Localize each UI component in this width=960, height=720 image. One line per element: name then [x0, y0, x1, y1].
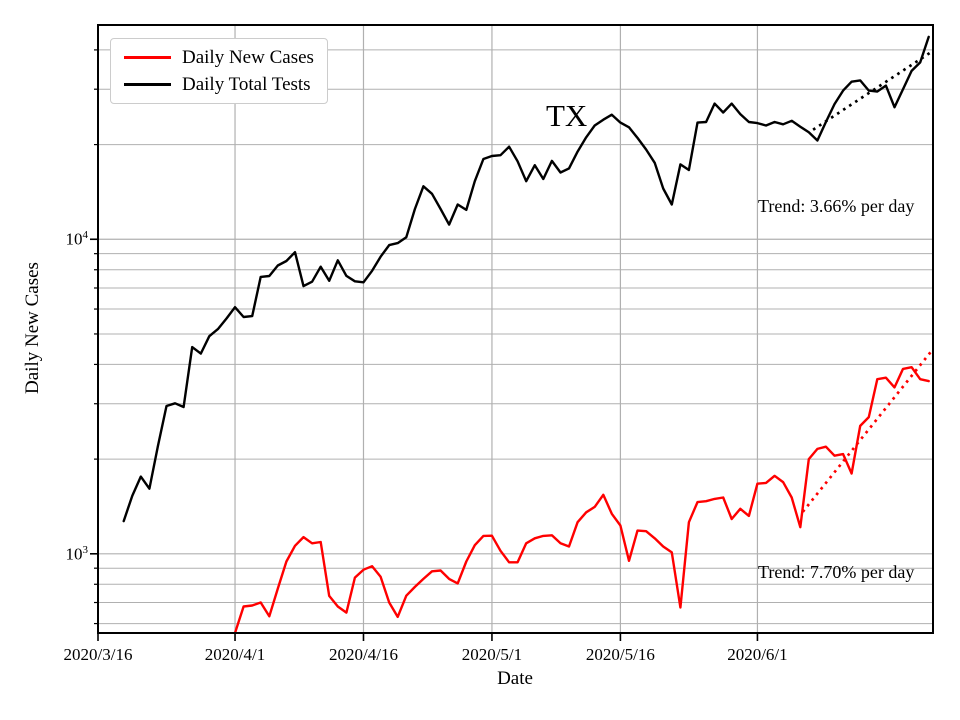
x-tick-labels: 2020/3/16 2020/4/1 2020/4/16 2020/5/1 2020/5… — [0, 645, 960, 667]
y-axis-label: Daily New Cases — [22, 262, 43, 394]
legend-entry-daily-total-tests: Daily Total Tests — [111, 75, 327, 94]
y-tick-label-1e4: 104 — [65, 229, 89, 249]
legend-label: Daily Total Tests — [182, 74, 311, 96]
x-tick-label: 2020/3/16 — [63, 645, 133, 664]
x-axis-label: Date — [497, 668, 533, 689]
x-tick-label: 2020/4/1 — [204, 645, 266, 664]
legend: Daily New Cases Daily Total Tests — [110, 38, 328, 104]
x-tick-label: 2020/4/16 — [329, 645, 398, 664]
x-tick-label: 2020/6/1 — [727, 645, 788, 664]
series-daily-new-cases — [233, 366, 930, 633]
legend-entry-daily-new-cases: Daily New Cases — [111, 48, 327, 67]
x-tick-label: 2020/5/1 — [461, 645, 523, 664]
x-tick-label: 2020/5/16 — [585, 645, 655, 664]
axes-frame — [97, 24, 934, 634]
legend-line-red — [124, 55, 171, 59]
legend-label: Daily New Cases — [182, 46, 314, 68]
trend-line-daily-new-cases — [801, 351, 932, 513]
region-label: TX — [546, 98, 588, 133]
y-tick-label-1e3: 103 — [65, 544, 89, 564]
tests-trend-annotation: Trend: 3.66% per day — [758, 196, 915, 216]
legend-line-black — [124, 83, 171, 87]
cases-trend-annotation: Trend: 7.70% per day — [758, 562, 915, 582]
series-daily-total-tests — [122, 35, 930, 523]
trend-line-daily-total-tests — [812, 50, 933, 131]
